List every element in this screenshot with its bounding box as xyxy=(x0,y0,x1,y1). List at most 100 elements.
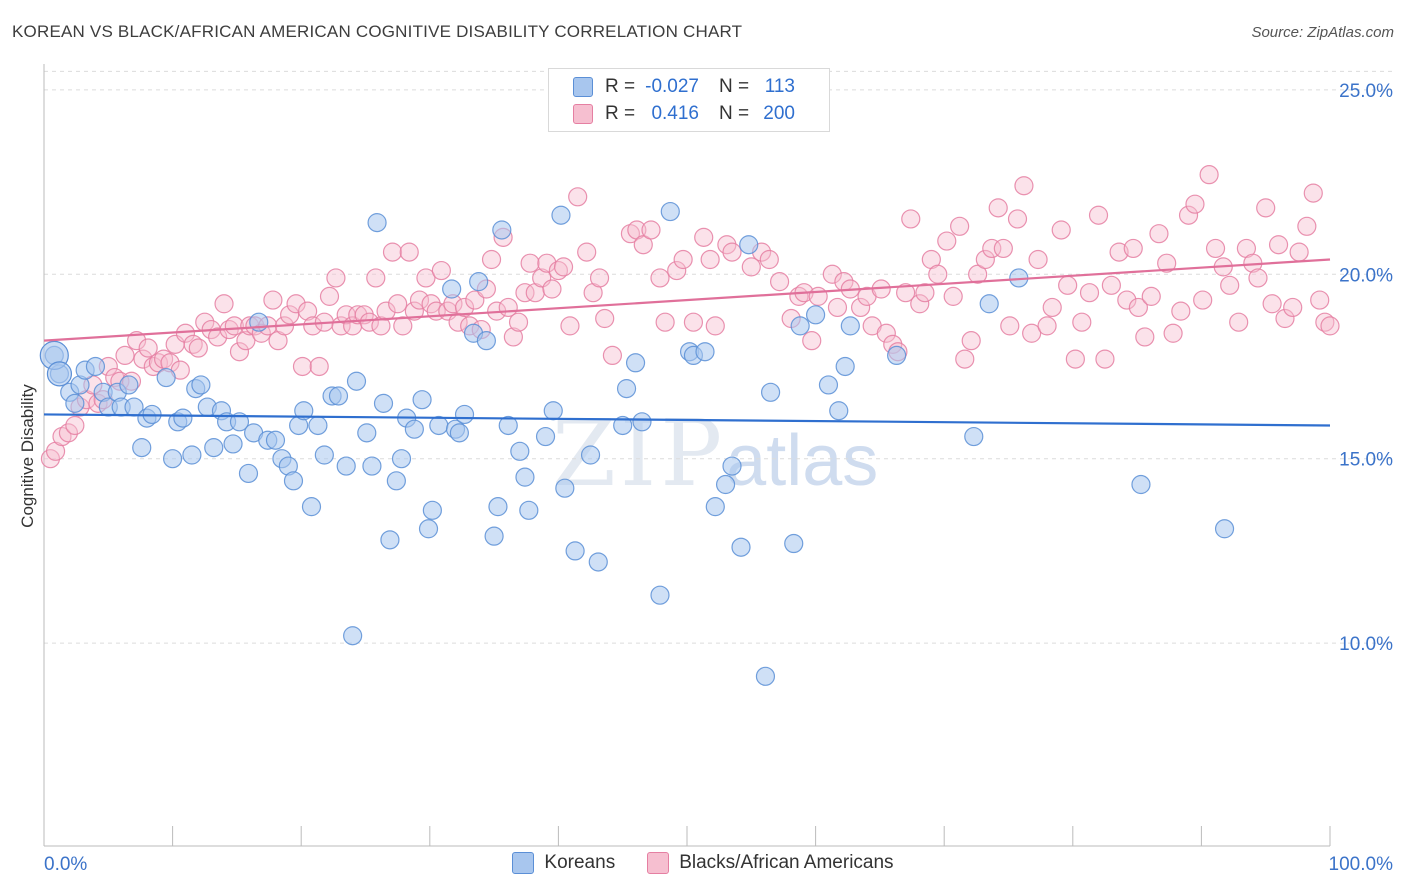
black-african-american-point xyxy=(1171,301,1191,321)
black-african-american-point xyxy=(148,353,169,373)
black-african-american-point xyxy=(1149,224,1169,244)
black-african-american-point xyxy=(503,327,523,347)
black-african-american-point xyxy=(208,327,228,347)
black-african-american-point xyxy=(1289,242,1309,262)
korean-point xyxy=(632,412,652,432)
black-african-american-point xyxy=(641,220,661,240)
korean-point xyxy=(412,390,432,410)
koreans-swatch xyxy=(573,77,593,97)
black-african-american-point xyxy=(988,198,1008,218)
black-african-american-point xyxy=(1320,316,1340,336)
korean-point xyxy=(346,371,367,391)
black-african-american-point xyxy=(1000,316,1020,336)
korean-point xyxy=(476,331,496,351)
black-african-american-point xyxy=(961,331,981,351)
black-african-american-point xyxy=(319,286,340,306)
black-african-american-point xyxy=(183,334,203,354)
korean-point xyxy=(731,537,751,557)
korean-point xyxy=(660,201,680,222)
korean-point xyxy=(650,585,670,605)
korean-point xyxy=(314,445,334,465)
korean-point xyxy=(616,379,637,399)
korean-point xyxy=(551,205,571,225)
black-african-american-point xyxy=(326,268,346,288)
black-african-american-point xyxy=(393,316,413,336)
korean-point xyxy=(283,471,304,491)
black-african-american-point xyxy=(568,187,588,207)
black-african-american-point xyxy=(520,253,540,273)
black-african-american-point xyxy=(633,235,653,255)
black-african-american-point xyxy=(371,316,391,336)
black-african-american-point xyxy=(876,323,896,343)
korean-point xyxy=(454,404,475,425)
black-african-american-point xyxy=(694,227,714,247)
black-african-american-point xyxy=(366,268,386,288)
legend-label: Blacks/African Americans xyxy=(679,852,894,873)
korean-point xyxy=(515,467,535,487)
black-african-american-point xyxy=(1248,268,1268,288)
watermark-atlas: atlas xyxy=(726,421,879,501)
korean-point xyxy=(163,449,183,469)
x-tick-label: 100.0% xyxy=(1329,854,1394,875)
black-african-american-point xyxy=(1135,327,1155,347)
black-african-american-point xyxy=(1256,198,1276,218)
stats-legend: R = -0.027 N = 113 R = 0.416 N = 200 xyxy=(548,68,830,132)
black-african-american-point xyxy=(298,301,318,321)
korean-point xyxy=(418,519,439,539)
korean-point xyxy=(156,367,176,388)
black-african-american-point xyxy=(280,305,300,325)
series-legend: Koreans Blacks/African Americans xyxy=(0,852,1406,874)
black-african-american-point xyxy=(133,349,153,369)
black-african-american-point xyxy=(52,426,72,447)
black-african-american-point xyxy=(1042,297,1062,318)
black-african-american-point xyxy=(602,345,623,366)
black-african-american-point xyxy=(382,242,403,262)
korean-point xyxy=(294,401,314,421)
korean-point xyxy=(238,463,259,484)
black-african-american-point xyxy=(1079,283,1100,303)
korean-point xyxy=(380,530,400,550)
korean-point xyxy=(613,415,633,436)
korean-point xyxy=(308,415,328,436)
korean-point xyxy=(492,220,512,240)
legend-label: Koreans xyxy=(544,852,616,873)
korean-point xyxy=(442,279,462,299)
black-african-american-point xyxy=(508,312,529,332)
black-african-american-point xyxy=(982,238,1002,259)
black-african-american-point xyxy=(236,331,256,351)
black-african-american-point xyxy=(1283,297,1303,318)
korean-point xyxy=(625,353,646,373)
korean-point xyxy=(265,430,286,450)
korean-point xyxy=(722,456,742,476)
black-african-american-point xyxy=(348,305,368,325)
korean-point xyxy=(223,434,243,454)
korean-point xyxy=(132,438,152,458)
korean-point xyxy=(484,526,504,546)
black-african-american-point xyxy=(399,242,419,262)
black-african-american-point xyxy=(937,231,957,251)
black-african-american-point xyxy=(515,283,535,303)
black-african-american-point xyxy=(1051,220,1071,240)
korean-point xyxy=(829,401,849,421)
korean-point xyxy=(119,375,139,395)
korean-point xyxy=(805,305,826,325)
black-african-american-point xyxy=(404,301,424,321)
black-african-american-point xyxy=(1315,312,1335,332)
korean-point xyxy=(173,408,193,428)
black-african-american-point xyxy=(1229,312,1249,332)
korean-point xyxy=(739,235,759,255)
black-african-american-point xyxy=(1297,216,1317,236)
korean-point xyxy=(357,423,377,443)
black-african-american-point xyxy=(65,415,85,436)
korean-point xyxy=(301,497,322,517)
black-african-american-point xyxy=(153,349,174,369)
chart-title: KOREAN VS BLACK/AFRICAN AMERICAN COGNITI… xyxy=(12,22,743,41)
korean-point xyxy=(1131,474,1151,495)
black-african-american-point xyxy=(827,297,848,318)
blacks-legend-swatch xyxy=(647,852,670,874)
black-african-american-point xyxy=(309,356,329,377)
black-african-american-point xyxy=(138,338,158,358)
korean-point xyxy=(715,474,736,495)
black-african-american-point xyxy=(1185,194,1205,214)
